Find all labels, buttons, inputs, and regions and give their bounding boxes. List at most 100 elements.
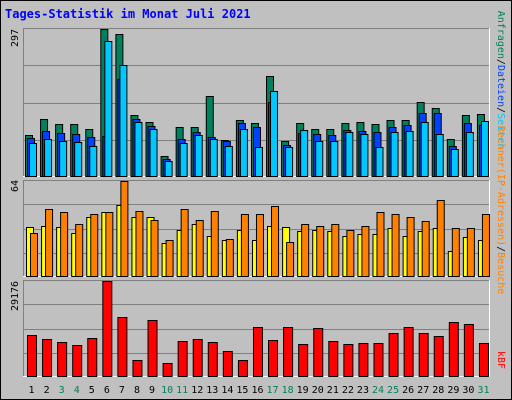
seiten-bar bbox=[435, 134, 444, 177]
seiten-bar bbox=[164, 161, 173, 177]
day-label: 31 bbox=[477, 385, 489, 396]
kbf-bar bbox=[222, 351, 233, 377]
day-label: 21 bbox=[327, 385, 339, 396]
kbf-bar bbox=[418, 333, 429, 377]
day-label: 28 bbox=[432, 385, 444, 396]
kbf-bar bbox=[403, 327, 414, 377]
besuche-bar bbox=[150, 220, 159, 277]
day-label: 27 bbox=[417, 385, 429, 396]
seiten-bar bbox=[209, 139, 218, 177]
besuche-bar bbox=[481, 214, 490, 277]
kbf-bar bbox=[433, 336, 444, 377]
besuche-bar bbox=[75, 224, 84, 277]
seiten-bar bbox=[224, 146, 233, 177]
kbf-bar bbox=[388, 333, 399, 377]
seiten-bar bbox=[360, 134, 369, 177]
day-label: 26 bbox=[402, 385, 414, 396]
kbf-bar bbox=[177, 341, 188, 377]
kbf-bar bbox=[162, 363, 173, 377]
legend-panel2-part: (IP-Adressen) bbox=[495, 168, 506, 246]
kbf-bar bbox=[478, 343, 489, 377]
kbf-bar bbox=[343, 344, 354, 377]
seiten-bar bbox=[104, 41, 113, 177]
kbf-bar bbox=[298, 344, 309, 377]
day-label: 15 bbox=[236, 385, 248, 396]
seiten-bar bbox=[59, 141, 68, 177]
kbf-bar bbox=[87, 338, 98, 377]
legend-panel1-part: Dateien bbox=[495, 65, 506, 107]
chart-title: Tages-Statistik im Monat Juli 2021 bbox=[5, 7, 251, 21]
legend-panel2-part: Rechner bbox=[495, 126, 506, 168]
day-label: 16 bbox=[251, 385, 263, 396]
seiten-bar bbox=[390, 132, 399, 177]
legend-panel1-part: / bbox=[495, 107, 506, 113]
seiten-bar bbox=[285, 147, 294, 177]
day-label: 18 bbox=[282, 385, 294, 396]
besuche-bar bbox=[406, 217, 415, 277]
besuche-bar bbox=[135, 211, 144, 277]
legend-panel1: Anfragen/Dateien/Seiten bbox=[495, 11, 506, 150]
besuche-bar bbox=[90, 214, 99, 277]
besuche-bar bbox=[286, 242, 295, 277]
day-label: 9 bbox=[149, 385, 155, 396]
day-label: 25 bbox=[387, 385, 399, 396]
kbf-bar bbox=[328, 341, 339, 377]
day-label: 11 bbox=[176, 385, 188, 396]
legend-panel1-part: Anfragen bbox=[495, 11, 506, 59]
legend-panel2-part: / bbox=[495, 246, 506, 252]
seiten-bar bbox=[119, 65, 128, 177]
besuche-bar bbox=[60, 212, 69, 277]
seiten-bar bbox=[465, 132, 474, 177]
kbf-bar bbox=[72, 345, 83, 377]
besuche-bar bbox=[466, 228, 475, 277]
besuche-bar bbox=[436, 200, 445, 277]
besuche-bar bbox=[421, 221, 430, 277]
seiten-bar bbox=[194, 135, 203, 177]
day-label: 30 bbox=[462, 385, 474, 396]
day-label: 13 bbox=[206, 385, 218, 396]
besuche-bar bbox=[271, 206, 280, 277]
day-label: 20 bbox=[312, 385, 324, 396]
besuche-bar bbox=[346, 230, 355, 277]
besuche-bar bbox=[316, 226, 325, 277]
legend-panel2-part: Besuche bbox=[495, 252, 506, 294]
kbf-bar bbox=[117, 317, 128, 377]
seiten-bar bbox=[89, 146, 98, 177]
seiten-bar bbox=[315, 141, 324, 177]
kbf-bar bbox=[283, 327, 294, 377]
day-label: 8 bbox=[134, 385, 140, 396]
seiten-bar bbox=[44, 139, 53, 177]
day-label: 10 bbox=[161, 385, 173, 396]
seiten-bar bbox=[239, 129, 248, 177]
kbf-bar bbox=[207, 342, 218, 377]
besuche-bar bbox=[195, 220, 204, 277]
besuche-bar bbox=[361, 226, 370, 277]
kbf-bar bbox=[192, 339, 203, 377]
kbf-bar bbox=[27, 335, 37, 377]
besuche-bar bbox=[210, 211, 219, 277]
day-label: 3 bbox=[59, 385, 65, 396]
legend-panel3: kBF bbox=[495, 351, 506, 369]
seiten-bar bbox=[345, 132, 354, 177]
legend-panel3-part: kB bbox=[495, 351, 506, 363]
legend-panel3-part: F bbox=[495, 363, 506, 369]
day-label: 4 bbox=[74, 385, 80, 396]
day-label: 29 bbox=[447, 385, 459, 396]
kbf-bar bbox=[147, 320, 158, 377]
seiten-bar bbox=[134, 122, 143, 177]
seiten-bar bbox=[330, 141, 339, 177]
day-label: 23 bbox=[357, 385, 369, 396]
day-label: 1 bbox=[29, 385, 35, 396]
day-label: 22 bbox=[342, 385, 354, 396]
kbf-bar bbox=[373, 343, 384, 377]
panel2-ymax-label: 64 bbox=[10, 180, 21, 192]
day-label: 17 bbox=[267, 385, 279, 396]
seiten-bar bbox=[179, 143, 188, 177]
legend-panel1-part: / bbox=[495, 59, 506, 65]
kbf-bar bbox=[42, 339, 53, 377]
kbf-bar bbox=[448, 322, 459, 377]
kbf-bar bbox=[313, 328, 324, 377]
seiten-bar bbox=[450, 149, 459, 177]
kbf-bar bbox=[358, 343, 369, 377]
